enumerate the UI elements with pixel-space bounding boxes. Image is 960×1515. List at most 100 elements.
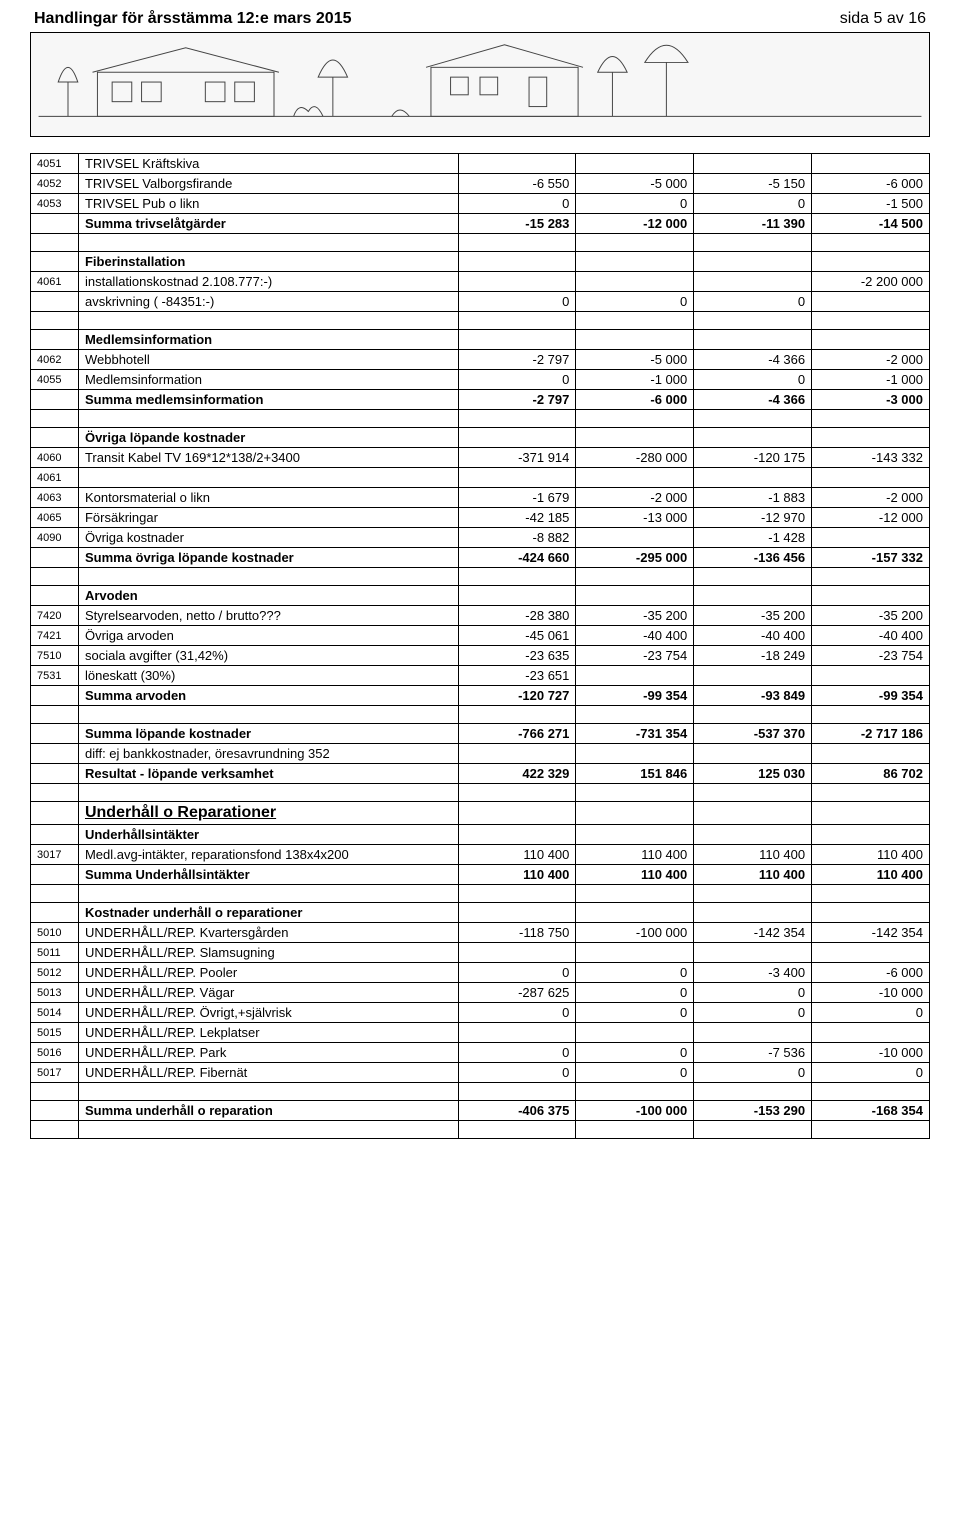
value-cell	[694, 802, 812, 825]
empty-cell	[31, 1121, 79, 1139]
value-cell	[812, 744, 930, 764]
empty-cell	[31, 1083, 79, 1101]
value-cell: -12 000	[576, 214, 694, 234]
value-cell	[812, 903, 930, 923]
code-cell: 4060	[31, 448, 79, 468]
table-row: Arvoden	[31, 586, 930, 606]
value-cell	[576, 1023, 694, 1043]
empty-cell	[78, 706, 458, 724]
value-cell: 0	[458, 370, 576, 390]
value-cell	[458, 802, 576, 825]
value-cell: -10 000	[812, 1043, 930, 1063]
header-title: Handlingar för årsstämma 12:e mars 2015	[34, 10, 351, 28]
code-cell: 5011	[31, 943, 79, 963]
desc-cell: UNDERHÅLL/REP. Kvartersgården	[78, 923, 458, 943]
code-cell: 7531	[31, 666, 79, 686]
value-cell	[458, 428, 576, 448]
value-cell: -1 428	[694, 528, 812, 548]
code-cell: 4065	[31, 508, 79, 528]
empty-cell	[812, 784, 930, 802]
code-cell	[31, 744, 79, 764]
desc-cell: UNDERHÅLL/REP. Pooler	[78, 963, 458, 983]
code-cell	[31, 428, 79, 448]
desc-cell: Övriga arvoden	[78, 626, 458, 646]
value-cell: -6 550	[458, 174, 576, 194]
code-cell: 4051	[31, 154, 79, 174]
desc-cell: Summa medlemsinformation	[78, 390, 458, 410]
value-cell: -143 332	[812, 448, 930, 468]
table-row: Summa arvoden-120 727-99 354-93 849-99 3…	[31, 686, 930, 706]
desc-cell: TRIVSEL Valborgsfirande	[78, 174, 458, 194]
value-cell	[694, 272, 812, 292]
value-cell: -13 000	[576, 508, 694, 528]
table-row: Underhållsintäkter	[31, 825, 930, 845]
code-cell: 3017	[31, 845, 79, 865]
value-cell	[812, 252, 930, 272]
value-cell: -157 332	[812, 548, 930, 568]
value-cell	[812, 1023, 930, 1043]
table-row: 7421Övriga arvoden-45 061-40 400-40 400-…	[31, 626, 930, 646]
empty-cell	[694, 312, 812, 330]
empty-cell	[812, 885, 930, 903]
table-row: Övriga löpande kostnader	[31, 428, 930, 448]
empty-cell	[31, 410, 79, 428]
table-row: 4052TRIVSEL Valborgsfirande-6 550-5 000-…	[31, 174, 930, 194]
value-cell: -280 000	[576, 448, 694, 468]
value-cell: -153 290	[694, 1101, 812, 1121]
code-cell: 7420	[31, 606, 79, 626]
value-cell: 110 400	[812, 845, 930, 865]
table-row: 5013UNDERHÅLL/REP. Vägar-287 62500-10 00…	[31, 983, 930, 1003]
empty-cell	[78, 234, 458, 252]
desc-cell: UNDERHÅLL/REP. Övrigt,+självrisk	[78, 1003, 458, 1023]
desc-cell: UNDERHÅLL/REP. Fibernät	[78, 1063, 458, 1083]
empty-cell	[812, 568, 930, 586]
empty-cell	[78, 885, 458, 903]
value-cell	[458, 586, 576, 606]
table-row: 4055Medlemsinformation0-1 0000-1 000	[31, 370, 930, 390]
table-row: diff: ej bankkostnader, öresavrundning 3…	[31, 744, 930, 764]
empty-cell	[576, 1121, 694, 1139]
value-cell: 110 400	[694, 865, 812, 885]
code-cell	[31, 586, 79, 606]
table-row: 5012UNDERHÅLL/REP. Pooler00-3 400-6 000	[31, 963, 930, 983]
empty-cell	[31, 568, 79, 586]
empty-cell	[576, 312, 694, 330]
value-cell: 0	[576, 1043, 694, 1063]
value-cell: 151 846	[576, 764, 694, 784]
value-cell: -28 380	[458, 606, 576, 626]
value-cell: -11 390	[694, 214, 812, 234]
value-cell: -142 354	[694, 923, 812, 943]
value-cell: -371 914	[458, 448, 576, 468]
table-row: 4061	[31, 468, 930, 488]
desc-cell: avskrivning ( -84351:-)	[78, 292, 458, 312]
desc-cell: Övriga kostnader	[78, 528, 458, 548]
value-cell: -6 000	[576, 390, 694, 410]
desc-cell: UNDERHÅLL/REP. Slamsugning	[78, 943, 458, 963]
value-cell: -6 000	[812, 174, 930, 194]
value-cell: -18 249	[694, 646, 812, 666]
value-cell: -2 797	[458, 350, 576, 370]
code-cell: 4052	[31, 174, 79, 194]
table-row: Kostnader underhåll o reparationer	[31, 903, 930, 923]
table-row: 4062Webbhotell-2 797-5 000-4 366-2 000	[31, 350, 930, 370]
value-cell: -6 000	[812, 963, 930, 983]
header-illustration	[30, 32, 930, 137]
value-cell	[812, 468, 930, 488]
empty-cell	[31, 706, 79, 724]
value-cell: 0	[458, 1043, 576, 1063]
table-row: Summa underhåll o reparation-406 375-100…	[31, 1101, 930, 1121]
value-cell: -14 500	[812, 214, 930, 234]
code-cell: 7510	[31, 646, 79, 666]
code-cell: 4063	[31, 488, 79, 508]
desc-cell: sociala avgifter (31,42%)	[78, 646, 458, 666]
table-row: Summa medlemsinformation-2 797-6 000-4 3…	[31, 390, 930, 410]
value-cell: -12 000	[812, 508, 930, 528]
value-cell	[694, 1023, 812, 1043]
table-blank-row	[31, 885, 930, 903]
desc-cell: UNDERHÅLL/REP. Vägar	[78, 983, 458, 1003]
table-blank-row	[31, 568, 930, 586]
desc-cell: Summa övriga löpande kostnader	[78, 548, 458, 568]
value-cell: -2 717 186	[812, 724, 930, 744]
value-cell: 0	[458, 1063, 576, 1083]
code-cell	[31, 724, 79, 744]
